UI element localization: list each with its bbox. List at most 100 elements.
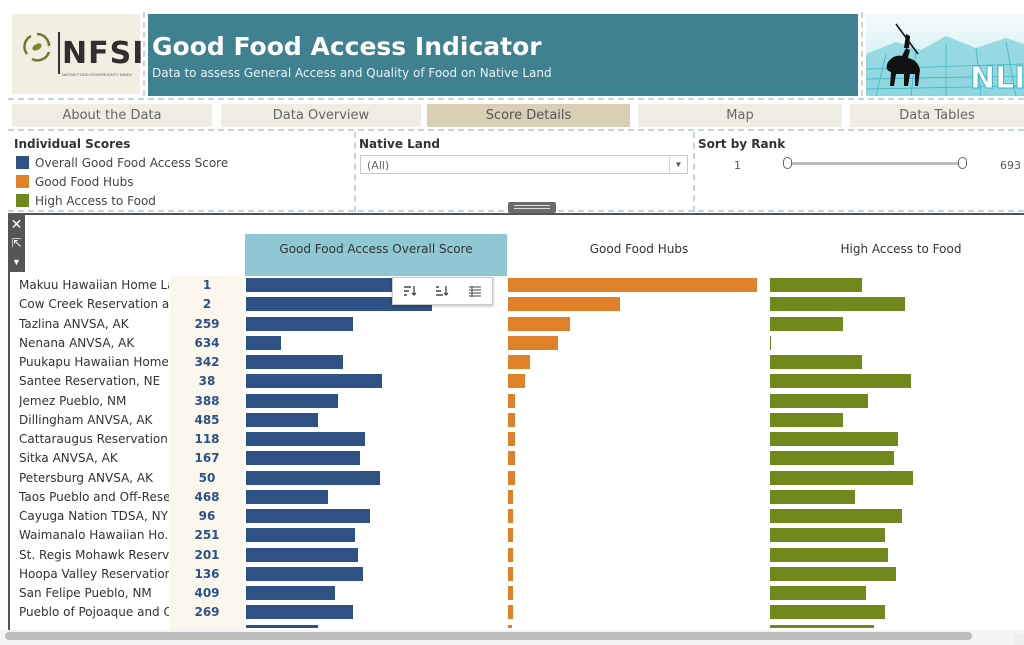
row-name[interactable]: St. Regis Mohawk Reserv.. xyxy=(19,547,169,562)
bar-access[interactable] xyxy=(770,374,911,389)
row-rank: 634 xyxy=(194,335,220,350)
row-name[interactable]: Dillingham ANVSA, AK xyxy=(19,412,153,427)
row-name[interactable]: Tazlina ANVSA, AK xyxy=(19,316,129,331)
sort-descending-icon[interactable] xyxy=(435,284,449,298)
bar-overall[interactable] xyxy=(246,355,343,369)
row-rank: 2 xyxy=(202,297,212,312)
bar-access[interactable] xyxy=(770,470,913,485)
rank-slider-min-handle[interactable] xyxy=(783,157,792,169)
viz-top-border xyxy=(8,213,1024,215)
bar-overall[interactable] xyxy=(246,412,318,427)
bar-overall[interactable] xyxy=(246,335,281,350)
column-header-access[interactable]: High Access to Food xyxy=(840,242,962,256)
row-name[interactable]: Cayuga Nation TDSA, NY xyxy=(19,509,168,523)
bar-overall[interactable] xyxy=(246,393,338,408)
bar-overall[interactable] xyxy=(246,509,370,523)
bar-hubs[interactable] xyxy=(508,412,516,427)
bar-hubs[interactable] xyxy=(508,374,526,389)
bar-hubs[interactable] xyxy=(508,393,516,408)
bar-overall[interactable] xyxy=(246,316,353,331)
bar-hubs[interactable] xyxy=(508,528,513,543)
bar-access[interactable] xyxy=(770,297,906,312)
column-header-hubs[interactable]: Good Food Hubs xyxy=(589,242,689,256)
sort-ascending-icon[interactable] xyxy=(403,284,417,298)
bar-overall[interactable] xyxy=(246,528,356,543)
rank-column-background xyxy=(170,276,244,631)
page-title: Good Food Access Indicator xyxy=(152,32,542,61)
bar-hubs[interactable] xyxy=(508,509,513,523)
bar-hubs[interactable] xyxy=(508,432,516,446)
rank-slider-max-handle[interactable] xyxy=(958,157,967,169)
row-name[interactable]: Makuu Hawaiian Home La.. xyxy=(19,278,169,292)
bar-hubs[interactable] xyxy=(508,355,531,369)
row-name[interactable]: Nenana ANVSA, AK xyxy=(19,335,135,350)
row-name[interactable]: Pueblo of Pojoaque and Of.. xyxy=(19,605,169,620)
row-rank: 342 xyxy=(194,355,220,369)
bar-overall[interactable] xyxy=(246,451,361,466)
bar-overall[interactable] xyxy=(246,566,363,581)
menu-arrow-icon[interactable]: ▼ xyxy=(12,257,21,267)
bar-access[interactable] xyxy=(770,335,771,350)
bar-overall[interactable] xyxy=(246,470,380,485)
bar-hubs[interactable] xyxy=(508,451,516,466)
row-name[interactable]: Cow Creek Reservation an.. xyxy=(19,297,169,312)
rank-slider-track[interactable] xyxy=(786,162,964,165)
view-data-icon[interactable] xyxy=(468,284,482,298)
row-name[interactable]: Cattaraugus Reservation,.. xyxy=(19,432,169,446)
tab-about-the-data[interactable]: About the Data xyxy=(12,104,212,127)
native-land-select[interactable]: (All) ▼ xyxy=(360,155,688,174)
bar-overall[interactable] xyxy=(246,432,366,446)
row-name[interactable]: Santee Reservation, NE xyxy=(19,374,161,389)
bar-overall[interactable] xyxy=(246,374,383,389)
bar-access[interactable] xyxy=(770,393,868,408)
row-name[interactable]: San Felipe Pueblo, NM xyxy=(19,586,152,600)
horizontal-scrollbar-thumb[interactable] xyxy=(5,632,972,640)
resize-grip[interactable] xyxy=(508,202,556,213)
bar-access[interactable] xyxy=(770,509,902,523)
tab-score-details[interactable]: Score Details xyxy=(427,104,630,127)
bar-access[interactable] xyxy=(770,586,866,600)
row-name[interactable]: Sitka ANVSA, AK xyxy=(19,451,118,466)
bar-access[interactable] xyxy=(770,605,885,620)
bar-hubs[interactable] xyxy=(508,278,757,292)
bar-overall[interactable] xyxy=(246,547,358,562)
tab-data-tables[interactable]: Data Tables xyxy=(850,104,1024,127)
bar-hubs[interactable] xyxy=(508,297,621,312)
bar-hubs[interactable] xyxy=(508,566,513,581)
bar-overall[interactable] xyxy=(246,586,336,600)
bar-access[interactable] xyxy=(770,432,898,446)
bar-overall[interactable] xyxy=(246,605,353,620)
bar-hubs[interactable] xyxy=(508,605,513,620)
row-rank: 136 xyxy=(194,566,220,581)
bar-hubs[interactable] xyxy=(508,316,571,331)
row-name[interactable]: Jemez Pueblo, NM xyxy=(19,393,127,408)
row-name[interactable]: Waimanalo Hawaiian Ho.. xyxy=(19,528,169,543)
chevron-down-icon[interactable]: ▼ xyxy=(669,156,687,173)
bar-access[interactable] xyxy=(770,566,896,581)
bar-access[interactable] xyxy=(770,278,863,292)
bar-access[interactable] xyxy=(770,316,844,331)
bar-access[interactable] xyxy=(770,489,855,504)
bar-access[interactable] xyxy=(770,451,895,466)
bar-overall[interactable] xyxy=(246,489,328,504)
row-name[interactable]: Puukapu Hawaiian Home .. xyxy=(19,355,169,369)
close-icon[interactable]: ✕ xyxy=(10,216,23,232)
column-header-overall[interactable]: Good Food Access Overall Score xyxy=(245,234,507,276)
tab-map[interactable]: Map xyxy=(638,104,842,127)
expand-icon[interactable]: ⇱ xyxy=(11,236,22,250)
row-name[interactable]: Petersburg ANVSA, AK xyxy=(19,470,153,485)
bar-access[interactable] xyxy=(770,412,844,427)
bar-hubs[interactable] xyxy=(508,586,513,600)
tab-data-overview[interactable]: Data Overview xyxy=(221,104,421,127)
row-name[interactable]: Taos Pueblo and Off-Rese.. xyxy=(19,489,169,504)
bar-access[interactable] xyxy=(770,547,889,562)
bar-hubs[interactable] xyxy=(508,470,516,485)
bar-access[interactable] xyxy=(770,355,863,369)
bar-hubs[interactable] xyxy=(508,489,513,504)
row-name[interactable]: Hoopa Valley Reservation.. xyxy=(19,566,169,581)
bar-hubs[interactable] xyxy=(508,335,558,350)
bar-overall[interactable] xyxy=(246,297,432,312)
bar-hubs[interactable] xyxy=(508,547,513,562)
bar-access[interactable] xyxy=(770,528,885,543)
horse-rider-icon: NLIS xyxy=(866,14,1024,96)
